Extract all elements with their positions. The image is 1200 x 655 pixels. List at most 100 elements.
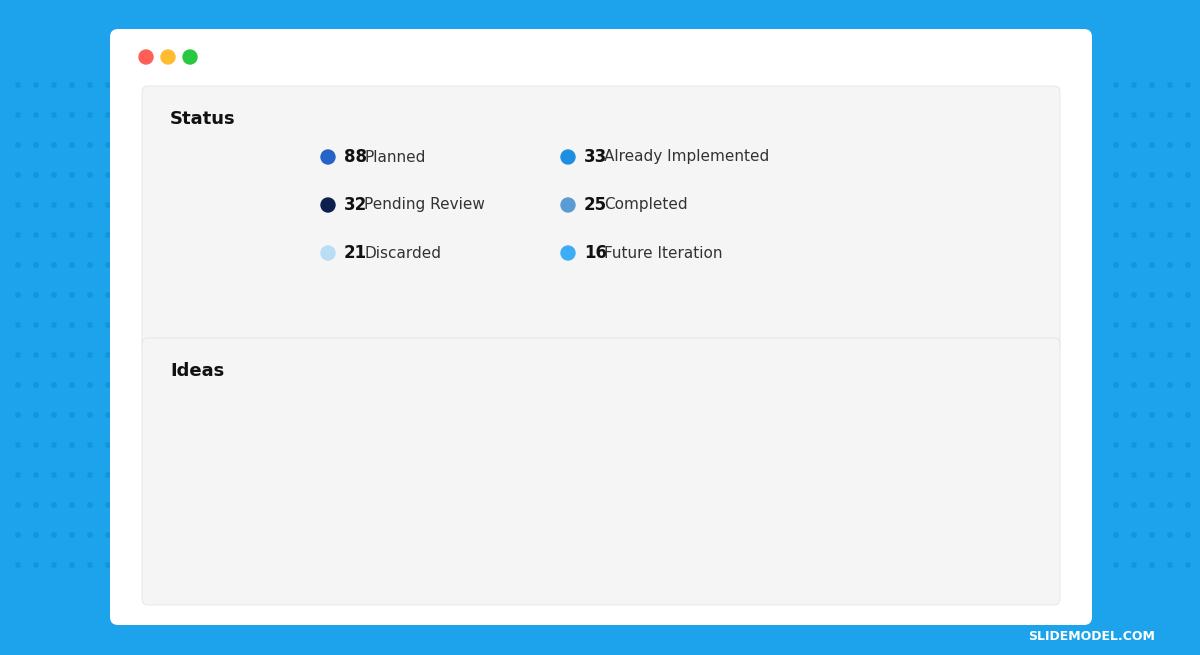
- Circle shape: [1186, 473, 1190, 477]
- Circle shape: [1114, 113, 1118, 117]
- Circle shape: [34, 503, 38, 507]
- Circle shape: [1132, 83, 1136, 87]
- Circle shape: [1150, 263, 1154, 267]
- Circle shape: [1114, 503, 1118, 507]
- Circle shape: [16, 443, 20, 447]
- Bar: [379, 468, 400, 564]
- Circle shape: [16, 293, 20, 297]
- Circle shape: [1168, 563, 1172, 567]
- Circle shape: [70, 173, 74, 178]
- Circle shape: [106, 413, 110, 417]
- Circle shape: [1132, 503, 1136, 507]
- FancyBboxPatch shape: [142, 338, 1060, 605]
- Circle shape: [106, 323, 110, 328]
- Circle shape: [1150, 323, 1154, 328]
- Bar: [407, 432, 426, 564]
- Circle shape: [70, 323, 74, 328]
- Circle shape: [106, 143, 110, 147]
- Circle shape: [1132, 323, 1136, 328]
- Bar: [948, 488, 968, 564]
- Circle shape: [34, 143, 38, 147]
- Circle shape: [70, 503, 74, 507]
- Circle shape: [1114, 383, 1118, 387]
- Circle shape: [88, 473, 92, 477]
- Text: 88: 88: [344, 148, 367, 166]
- Bar: [623, 474, 643, 564]
- Bar: [596, 474, 616, 564]
- Text: Future Iteration: Future Iteration: [604, 246, 722, 261]
- Circle shape: [1150, 83, 1154, 87]
- Circle shape: [16, 263, 20, 267]
- Circle shape: [16, 233, 20, 237]
- Circle shape: [1132, 173, 1136, 178]
- Bar: [299, 474, 318, 564]
- Circle shape: [1114, 563, 1118, 567]
- Circle shape: [1132, 413, 1136, 417]
- Circle shape: [1114, 83, 1118, 87]
- Bar: [542, 490, 562, 564]
- Circle shape: [1186, 503, 1190, 507]
- Circle shape: [52, 203, 56, 207]
- Circle shape: [70, 83, 74, 87]
- Text: Pending Review: Pending Review: [364, 198, 485, 212]
- Text: 16: 16: [584, 244, 607, 262]
- Circle shape: [1150, 413, 1154, 417]
- Circle shape: [1114, 413, 1118, 417]
- Circle shape: [52, 293, 56, 297]
- Bar: [894, 449, 913, 564]
- Circle shape: [16, 473, 20, 477]
- Circle shape: [1150, 353, 1154, 357]
- Circle shape: [1168, 473, 1172, 477]
- Circle shape: [1114, 323, 1118, 328]
- FancyBboxPatch shape: [110, 29, 1092, 625]
- Circle shape: [1186, 323, 1190, 328]
- Circle shape: [1114, 143, 1118, 147]
- Circle shape: [1186, 413, 1190, 417]
- Circle shape: [1150, 233, 1154, 237]
- Circle shape: [52, 533, 56, 537]
- Bar: [325, 468, 344, 564]
- Circle shape: [34, 263, 38, 267]
- Circle shape: [52, 173, 56, 178]
- Circle shape: [16, 563, 20, 567]
- Circle shape: [16, 503, 20, 507]
- Circle shape: [34, 323, 38, 328]
- Circle shape: [1132, 533, 1136, 537]
- Circle shape: [1186, 533, 1190, 537]
- Circle shape: [88, 353, 92, 357]
- Circle shape: [88, 503, 92, 507]
- Circle shape: [70, 113, 74, 117]
- Bar: [840, 452, 859, 564]
- Bar: [812, 490, 833, 564]
- Circle shape: [106, 83, 110, 87]
- Circle shape: [1132, 383, 1136, 387]
- Circle shape: [88, 293, 92, 297]
- Text: 32: 32: [344, 196, 367, 214]
- Circle shape: [34, 563, 38, 567]
- Circle shape: [1150, 383, 1154, 387]
- Circle shape: [1150, 503, 1154, 507]
- Circle shape: [88, 143, 92, 147]
- Circle shape: [88, 83, 92, 87]
- Circle shape: [1150, 173, 1154, 178]
- Circle shape: [16, 353, 20, 357]
- Circle shape: [16, 83, 20, 87]
- Bar: [515, 498, 534, 564]
- Circle shape: [1132, 233, 1136, 237]
- Circle shape: [322, 150, 335, 164]
- Circle shape: [1132, 263, 1136, 267]
- Circle shape: [1114, 203, 1118, 207]
- Circle shape: [16, 383, 20, 387]
- Text: Discarded: Discarded: [364, 246, 442, 261]
- Circle shape: [1168, 83, 1172, 87]
- Circle shape: [88, 383, 92, 387]
- Circle shape: [16, 533, 20, 537]
- Circle shape: [1168, 233, 1172, 237]
- Text: SLIDEMODEL.COM: SLIDEMODEL.COM: [1028, 630, 1154, 643]
- Circle shape: [34, 83, 38, 87]
- Circle shape: [1132, 443, 1136, 447]
- Bar: [190, 462, 210, 564]
- Circle shape: [1186, 113, 1190, 117]
- Bar: [732, 416, 751, 564]
- Circle shape: [1186, 383, 1190, 387]
